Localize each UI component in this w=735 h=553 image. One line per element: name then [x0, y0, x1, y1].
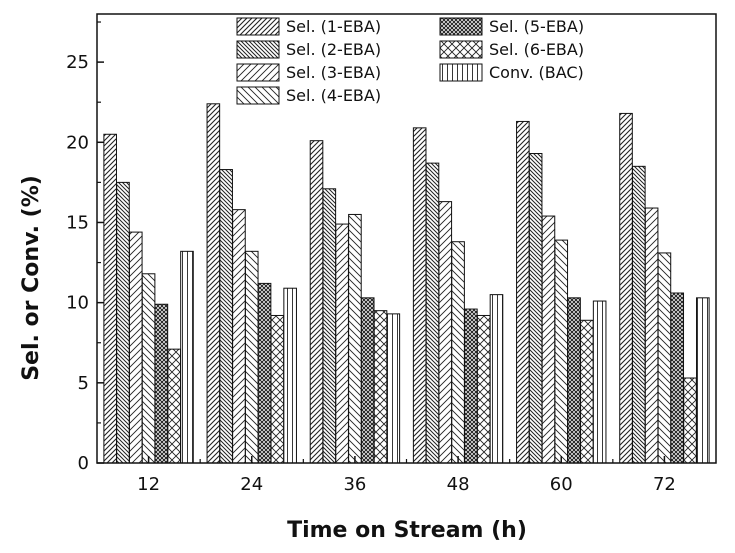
x-tick-label: 24 [240, 474, 263, 495]
bar-60-series-3 [541, 215, 556, 464]
bar-60-series-7 [592, 300, 607, 464]
bar-36-series-2 [322, 188, 337, 464]
bar-12-series-7 [180, 250, 194, 464]
bar-24-series-6 [270, 314, 285, 464]
bar-72-series-2 [632, 165, 646, 464]
bar-48-series-3 [438, 201, 453, 464]
bar-36-series-6 [373, 310, 388, 464]
bar-36-series-1 [309, 140, 324, 464]
bar-60-series-1 [516, 120, 530, 464]
x-tick-label: 48 [447, 474, 470, 495]
legend-label-1: Sel. (1-EBA) [286, 17, 381, 36]
bar-48-series-6 [476, 314, 491, 464]
bar-72-series-3 [644, 207, 659, 464]
bar-24-series-4 [244, 250, 259, 464]
legend-swatch-7 [439, 63, 483, 82]
bar-60-series-6 [580, 319, 594, 464]
axes-layer: 0 5 10 15 20 25 12 24 36 48 60 72 [66, 13, 717, 495]
bar-60-series-2 [528, 153, 543, 464]
y-tick-label: 15 [66, 212, 89, 233]
y-tick-label: 0 [78, 453, 89, 474]
bar-72-series-4 [657, 252, 672, 464]
x-tick-label: 60 [550, 474, 573, 495]
x-axis-title: Time on Stream (h) [287, 518, 527, 543]
legend-swatch-2 [236, 40, 280, 59]
bar-60-series-5 [567, 297, 581, 464]
bar-36-series-5 [360, 297, 375, 464]
bar-72-series-5 [670, 292, 685, 464]
bar-72-series-6 [683, 377, 697, 464]
bar-48-series-5 [464, 308, 478, 464]
bar-24-series-2 [219, 169, 233, 464]
bar-12-series-3 [128, 231, 143, 464]
legend-label-4: Sel. (4-EBA) [286, 86, 381, 105]
bar-12-series-4 [141, 273, 156, 464]
legend-label-6: Sel. (6-EBA) [489, 40, 584, 59]
x-tick-label: 12 [137, 474, 160, 495]
bar-36-series-3 [335, 223, 349, 464]
bar-72-series-1 [619, 112, 633, 464]
bar-12-series-2 [116, 181, 130, 464]
x-tick-label: 36 [343, 474, 366, 495]
bar-12-series-6 [167, 348, 181, 464]
bar-48-series-4 [451, 241, 465, 464]
legend-swatch-4 [236, 86, 280, 105]
legend-label-7: Conv. (BAC) [489, 63, 584, 82]
bars-layer [103, 103, 710, 464]
legend-swatch-6 [439, 40, 483, 59]
bar-60-series-4 [554, 239, 569, 464]
bar-24-series-3 [232, 209, 246, 464]
bar-48-series-1 [412, 127, 427, 464]
bar-48-series-7 [489, 294, 504, 464]
bar-24-series-7 [283, 287, 297, 464]
y-tick-label: 25 [66, 52, 89, 73]
y-tick-label: 20 [66, 132, 89, 153]
legend-swatch-5 [439, 17, 483, 36]
y-tick-label: 10 [66, 293, 89, 314]
bar-24-series-5 [257, 282, 272, 464]
legend-swatch-1 [236, 17, 280, 36]
legend-label-2: Sel. (2-EBA) [286, 40, 381, 59]
legend: Sel. (1-EBA) Sel. (2-EBA) Sel. (3-EBA) Sel.… [236, 17, 584, 105]
x-tick-label: 72 [653, 474, 676, 495]
bar-48-series-2 [425, 162, 440, 464]
legend-swatch-3 [236, 63, 280, 82]
bar-12-series-1 [103, 133, 117, 464]
legend-label-5: Sel. (5-EBA) [489, 17, 584, 36]
bar-36-series-4 [348, 213, 362, 464]
bar-72-series-7 [696, 297, 710, 464]
bar-36-series-7 [386, 313, 401, 464]
y-axis-title: Sel. or Conv. (%) [19, 175, 44, 381]
bar-12-series-5 [154, 303, 169, 464]
y-tick-label: 5 [78, 373, 89, 394]
legend-label-3: Sel. (3-EBA) [286, 63, 381, 82]
bar-24-series-1 [206, 103, 221, 464]
